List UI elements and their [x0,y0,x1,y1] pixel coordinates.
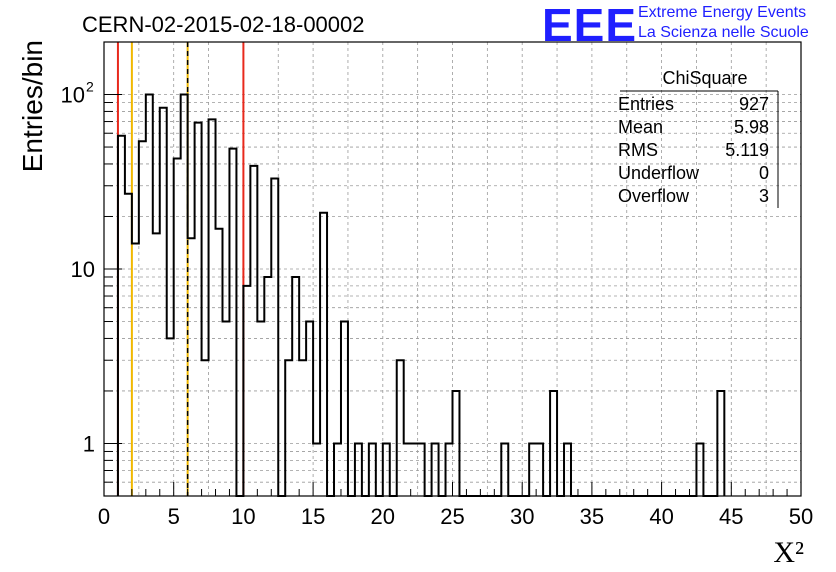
x-tick-label: 40 [649,504,673,529]
stats-label: Entries [618,94,674,114]
x-tick-label: 50 [789,504,813,529]
x-tick-label: 20 [371,504,395,529]
logo-line-1: Extreme Energy Events [638,4,807,21]
x-tick-label: 15 [301,504,325,529]
x-tick-label: 25 [440,504,464,529]
y-tick-label: 1 [83,431,95,456]
stats-label: RMS [618,140,658,160]
x-tick-label: 30 [510,504,534,529]
stats-label: Overflow [618,186,690,206]
x-tick-label: 45 [719,504,743,529]
stats-box: ChiSquare Entries 927 Mean 5.98 RMS 5.119 Unde… [618,68,779,208]
x-tick-label: 35 [580,504,604,529]
y-tick-label: 10 [71,257,95,282]
plot-title: CERN-02-2015-02-18-00002 [82,12,365,37]
axis-ticks [103,94,802,497]
stats-value: 0 [759,163,769,183]
stats-title: ChiSquare [662,68,747,88]
eee-logo: EEE [542,0,638,51]
stats-value: 5.119 [725,140,769,160]
y-tick-label: 10 [61,83,85,108]
x-axis-label: X² [773,536,804,569]
y-axis-label: Entries/bin [17,40,48,172]
stats-value: 3 [759,186,769,206]
y-tick-exponent: 2 [86,79,94,95]
x-tick-label: 5 [168,504,180,529]
stats-value: 927 [739,94,769,114]
stats-label: Underflow [618,163,700,183]
x-tick-label: 10 [231,504,255,529]
stats-rows: Entries 927 Mean 5.98 RMS 5.119 Underflow 0 Over… [618,94,769,206]
logo-line-2: La Scienza nelle Scuole [638,24,809,41]
stats-label: Mean [618,117,663,137]
stats-value: 5.98 [734,117,769,137]
x-tick-label: 0 [98,504,110,529]
